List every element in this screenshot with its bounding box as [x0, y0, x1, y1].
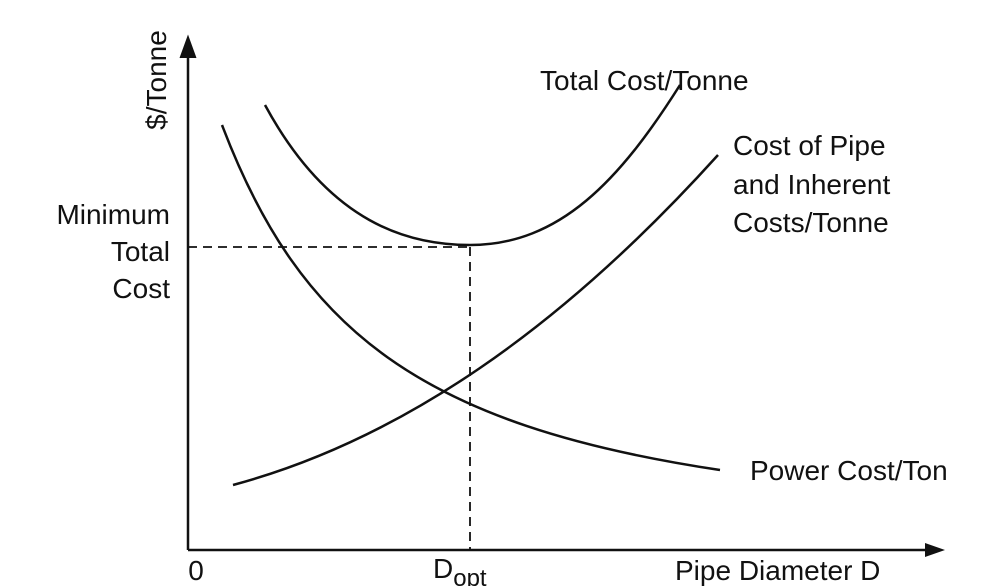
curve-label: Costs/Tonne [733, 207, 889, 238]
curve-label: and Inherent [733, 169, 890, 200]
power-cost-curve [220, 124, 721, 472]
curve-label: Cost of Pipe [733, 130, 886, 161]
y-axis-arrow [179, 34, 197, 59]
x-axis-label: Pipe Diameter D [675, 555, 880, 586]
pipe-cost-curve [232, 154, 719, 487]
x-axis-arrow [925, 543, 945, 557]
y-axis-label: $/Tonne [141, 30, 172, 130]
dopt-main: D [433, 553, 453, 584]
total-cost-curve [263, 84, 682, 247]
dopt-subscript: opt [453, 565, 487, 586]
minimum-label: Minimum [56, 199, 170, 230]
minimum-label: Total [111, 236, 170, 267]
curve-label: Power Cost/Ton [750, 455, 948, 486]
x-origin-label: 0 [188, 555, 204, 586]
minimum-label: Cost [112, 273, 170, 304]
dopt-label: Dopt [433, 553, 487, 586]
curve-label: Total Cost/Tonne [540, 65, 749, 96]
